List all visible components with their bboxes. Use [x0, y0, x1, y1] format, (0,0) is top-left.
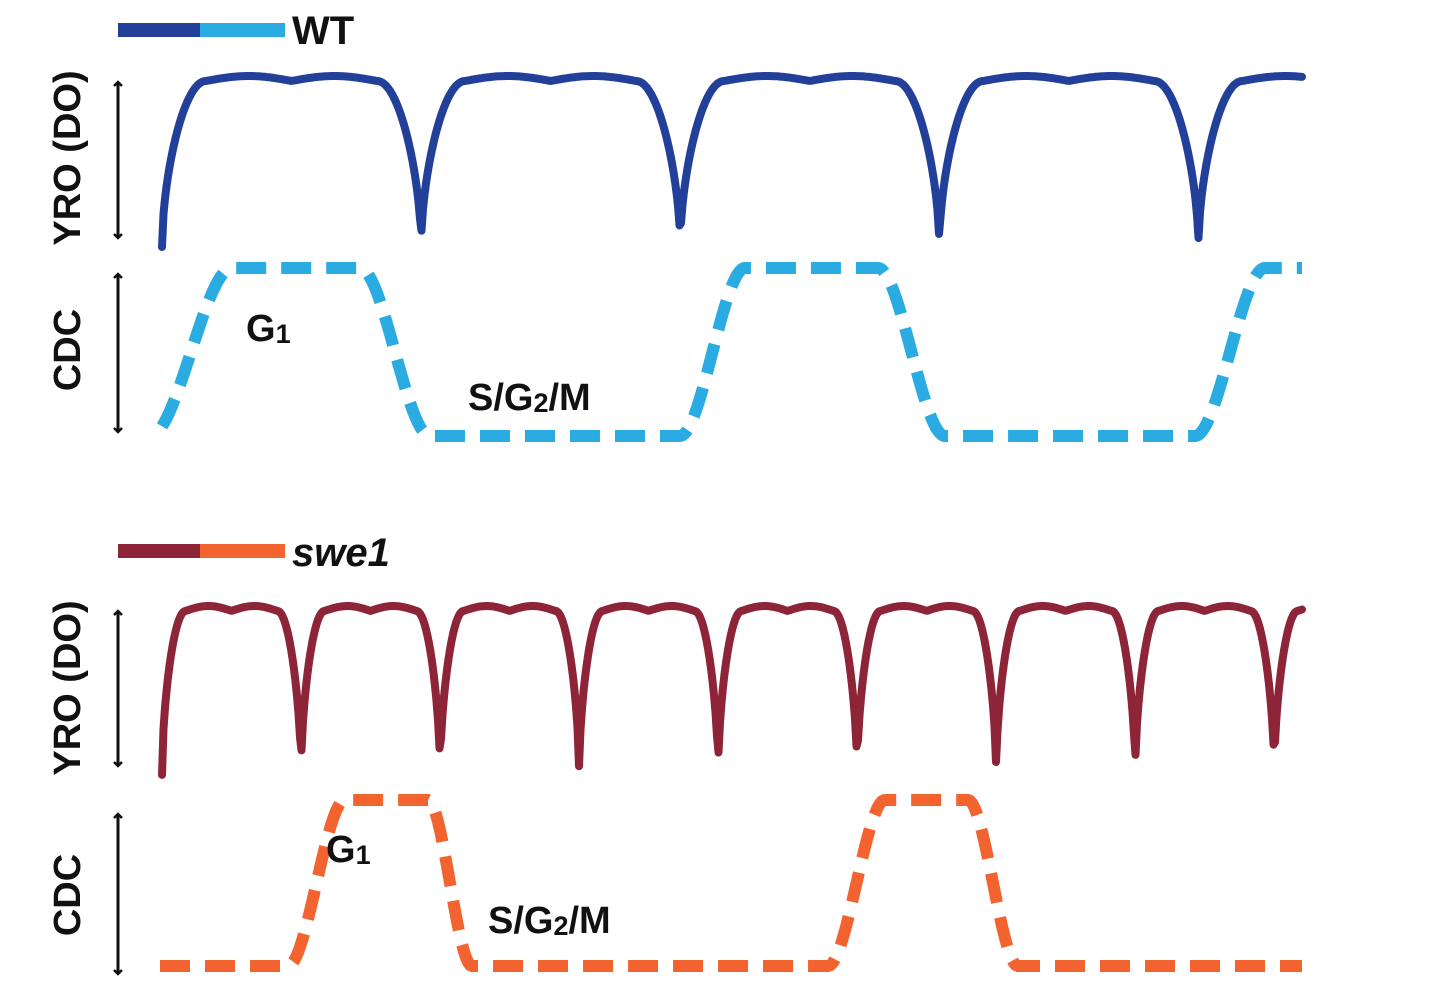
swe1-cdc-axis-label: CDC	[47, 854, 89, 936]
wt-yro-oscillation-curve	[158, 72, 1306, 251]
wt-panel: WT YRO (DO) CDC G1 S/G2/M	[47, 9, 1306, 442]
swe1-legend-label: swe1	[292, 531, 390, 575]
wt-legend: WT	[118, 9, 354, 53]
wt-cdc-axis-label: CDC	[47, 309, 89, 391]
swe1-yro-oscillation-curve	[158, 602, 1306, 779]
wt-cdc-phase-curve	[156, 262, 1302, 442]
swe1-legend: swe1	[118, 531, 390, 575]
swe1-s-g2-m-label: S/G2/M	[488, 900, 611, 942]
wt-legend-label: WT	[292, 9, 354, 53]
wt-s-g2-m-label: S/G2/M	[468, 377, 591, 419]
wt-yro-axis-label: YRO (DO)	[47, 70, 89, 245]
wt-g1-label: G1	[246, 308, 291, 350]
swe1-panel: swe1 YRO (DO) CDC G1 S/G2/M	[47, 531, 1306, 976]
swe1-yro-axis-label: YRO (DO)	[47, 600, 89, 775]
swe1-cdc-phase-curve	[160, 794, 1302, 972]
swe1-g1-label: G1	[326, 829, 371, 871]
